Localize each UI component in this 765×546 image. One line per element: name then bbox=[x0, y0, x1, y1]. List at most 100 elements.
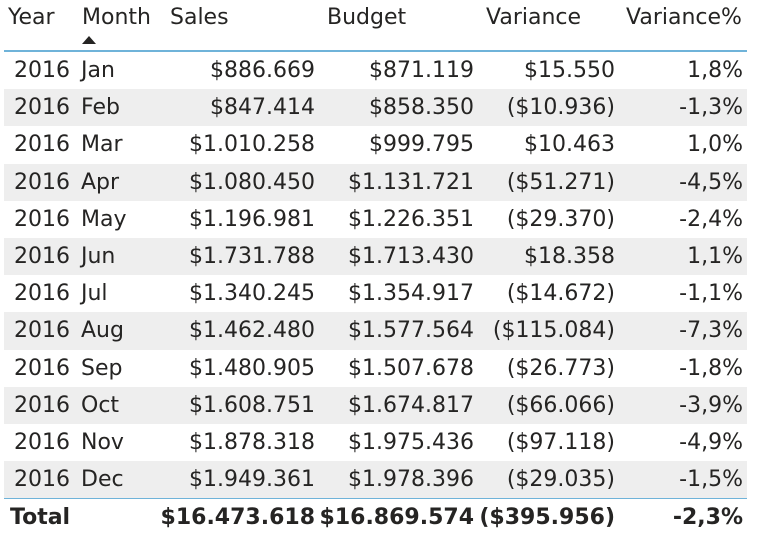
cell-month: Aug bbox=[81, 318, 124, 344]
cell-variance: ($51.271) bbox=[506, 169, 615, 195]
total-sales: $16.473.618 bbox=[160, 505, 315, 530]
cell-budget: $858.350 bbox=[369, 95, 474, 121]
table-row: 2016 Jan $886.669 $871.119 $15.550 1,8% bbox=[4, 52, 747, 89]
total-row: Total $16.473.618 $16.869.574 ($395.956)… bbox=[4, 499, 747, 537]
header-variance[interactable]: Variance bbox=[486, 5, 582, 30]
cell-variance: ($14.672) bbox=[506, 281, 615, 307]
cell-year: 2016 bbox=[14, 58, 70, 83]
header-month[interactable]: Month bbox=[82, 5, 151, 30]
total-divider bbox=[4, 498, 747, 499]
cell-sales: $1.196.981 bbox=[189, 206, 315, 232]
cell-year: 2016 bbox=[14, 95, 70, 121]
cell-variance-pct: -1,5% bbox=[679, 467, 743, 493]
table-row: 2016 Feb $847.414 $858.350 ($10.936) -1,… bbox=[4, 89, 747, 127]
header-variance-pct[interactable]: Variance% bbox=[626, 5, 742, 30]
cell-budget: $1.978.396 bbox=[348, 467, 474, 493]
sort-ascending-icon[interactable] bbox=[82, 36, 96, 44]
cell-sales: $1.340.245 bbox=[189, 281, 315, 307]
cell-sales: $1.480.905 bbox=[189, 355, 315, 381]
cell-variance: ($10.936) bbox=[506, 95, 615, 121]
cell-sales: $886.669 bbox=[210, 58, 315, 83]
cell-variance: ($97.118) bbox=[506, 429, 615, 455]
cell-year: 2016 bbox=[14, 243, 70, 269]
cell-variance-pct: -1,3% bbox=[679, 95, 743, 121]
table-row: 2016 Apr $1.080.450 $1.131.721 ($51.271)… bbox=[4, 163, 747, 201]
cell-year: 2016 bbox=[14, 392, 70, 418]
total-label: Total bbox=[10, 505, 71, 530]
cell-sales: $1.010.258 bbox=[189, 132, 315, 158]
cell-year: 2016 bbox=[14, 281, 70, 307]
cell-sales: $1.949.361 bbox=[189, 467, 315, 493]
cell-month: Feb bbox=[81, 95, 120, 121]
cell-month: Jul bbox=[81, 281, 108, 307]
cell-sales: $1.878.318 bbox=[189, 429, 315, 455]
cell-sales: $1.080.450 bbox=[189, 169, 315, 195]
cell-budget: $1.577.564 bbox=[348, 318, 474, 344]
cell-month: Jun bbox=[81, 243, 116, 269]
table-row: 2016 Nov $1.878.318 $1.975.436 ($97.118)… bbox=[4, 424, 747, 461]
total-variance: ($395.956) bbox=[479, 505, 615, 530]
cell-variance: $18.358 bbox=[524, 243, 615, 269]
table-row: 2016 Oct $1.608.751 $1.674.817 ($66.066)… bbox=[4, 386, 747, 424]
header-budget[interactable]: Budget bbox=[327, 5, 407, 30]
cell-month: Apr bbox=[81, 169, 120, 195]
cell-variance: ($29.035) bbox=[506, 467, 615, 493]
cell-month: Jan bbox=[81, 58, 115, 83]
cell-month: Oct bbox=[81, 392, 120, 418]
cell-budget: $1.674.817 bbox=[348, 392, 474, 418]
header-divider bbox=[4, 50, 747, 52]
cell-sales: $847.414 bbox=[210, 95, 315, 121]
cell-variance-pct: -4,9% bbox=[679, 429, 743, 455]
cell-variance: ($26.773) bbox=[506, 355, 615, 381]
cell-variance: $10.463 bbox=[524, 132, 615, 158]
cell-budget: $1.226.351 bbox=[348, 206, 474, 232]
cell-variance-pct: -1,8% bbox=[679, 355, 743, 381]
cell-year: 2016 bbox=[14, 318, 70, 344]
table-row: 2016 Jun $1.731.788 $1.713.430 $18.358 1… bbox=[4, 237, 747, 276]
table-row: 2016 Sep $1.480.905 $1.507.678 ($26.773)… bbox=[4, 350, 747, 387]
cell-budget: $1.354.917 bbox=[348, 281, 474, 307]
cell-month: Sep bbox=[81, 355, 123, 381]
cell-budget: $871.119 bbox=[369, 58, 474, 83]
cell-variance-pct: -4,5% bbox=[679, 169, 743, 195]
cell-month: May bbox=[81, 206, 127, 232]
cell-variance-pct: -1,1% bbox=[679, 281, 743, 307]
cell-variance-pct: 1,1% bbox=[687, 243, 743, 269]
table-header: Year Month Sales Budget Variance Varianc… bbox=[0, 0, 765, 50]
cell-month: Nov bbox=[81, 429, 124, 455]
cell-variance-pct: -2,4% bbox=[679, 206, 743, 232]
header-sales[interactable]: Sales bbox=[170, 5, 229, 30]
cell-budget: $999.795 bbox=[369, 132, 474, 158]
cell-variance-pct: 1,0% bbox=[687, 132, 743, 158]
table-row: 2016 Aug $1.462.480 $1.577.564 ($115.084… bbox=[4, 312, 747, 350]
table-row: 2016 Mar $1.010.258 $999.795 $10.463 1,0… bbox=[4, 126, 747, 163]
cell-variance: ($29.370) bbox=[506, 206, 615, 232]
cell-variance: $15.550 bbox=[524, 58, 615, 83]
total-budget: $16.869.574 bbox=[319, 505, 474, 530]
cell-budget: $1.713.430 bbox=[348, 243, 474, 269]
table-row: 2016 May $1.196.981 $1.226.351 ($29.370)… bbox=[4, 201, 747, 238]
table-row: 2016 Jul $1.340.245 $1.354.917 ($14.672)… bbox=[4, 275, 747, 312]
cell-month: Dec bbox=[81, 467, 124, 493]
cell-month: Mar bbox=[81, 132, 123, 158]
cell-sales: $1.462.480 bbox=[189, 318, 315, 344]
total-variance-pct: -2,3% bbox=[672, 505, 743, 530]
cell-year: 2016 bbox=[14, 206, 70, 232]
cell-year: 2016 bbox=[14, 132, 70, 158]
cell-year: 2016 bbox=[14, 355, 70, 381]
cell-budget: $1.975.436 bbox=[348, 429, 474, 455]
cell-variance-pct: -7,3% bbox=[679, 318, 743, 344]
cell-budget: $1.131.721 bbox=[348, 169, 474, 195]
header-year[interactable]: Year bbox=[8, 5, 55, 30]
table-body: 2016 Jan $886.669 $871.119 $15.550 1,8% … bbox=[4, 52, 747, 499]
cell-variance-pct: -3,9% bbox=[679, 392, 743, 418]
cell-budget: $1.507.678 bbox=[348, 355, 474, 381]
cell-year: 2016 bbox=[14, 169, 70, 195]
cell-year: 2016 bbox=[14, 467, 70, 493]
cell-sales: $1.731.788 bbox=[189, 243, 315, 269]
cell-year: 2016 bbox=[14, 429, 70, 455]
table-row: 2016 Dec $1.949.361 $1.978.396 ($29.035)… bbox=[4, 461, 747, 499]
cell-variance: ($66.066) bbox=[506, 392, 615, 418]
cell-sales: $1.608.751 bbox=[189, 392, 315, 418]
